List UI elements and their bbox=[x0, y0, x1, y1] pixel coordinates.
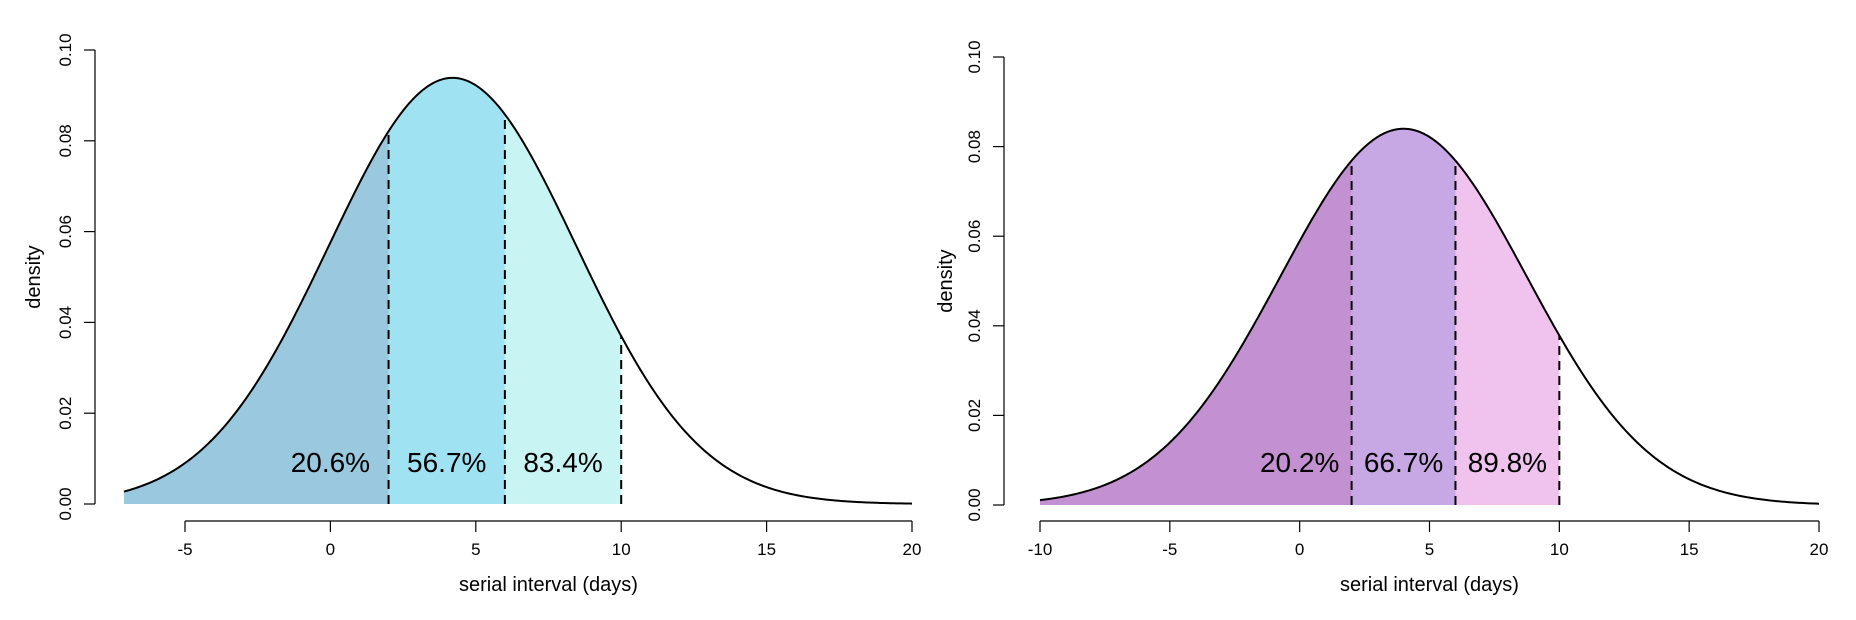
y-axis-title: density bbox=[23, 245, 45, 308]
x-tick-label-4: 5 bbox=[1425, 540, 1434, 559]
percent-label-3: 83.4% bbox=[523, 447, 602, 478]
y-tick-label-5: 0.08 bbox=[56, 124, 75, 157]
y-axis-title: density bbox=[935, 249, 957, 312]
x-tick-label-2: -5 bbox=[1162, 540, 1177, 559]
shaded-region-3 bbox=[504, 114, 622, 504]
chart-panel-2: 20.2% 66.7% 89.8% -10 -5 0 5 10 15 20 serial inter… bbox=[935, 40, 1828, 596]
shaded-region-2 bbox=[388, 77, 505, 504]
percent-label-1: 20.2% bbox=[1260, 447, 1339, 478]
chart-panel-1: 20.6% 56.7% 83.4% -5 0 5 10 15 20 serial interval… bbox=[23, 33, 921, 596]
x-axis-title: serial interval (days) bbox=[1340, 574, 1519, 596]
x-tick-label-6: 20 bbox=[903, 540, 922, 559]
x-tick-label-3: 0 bbox=[1295, 540, 1304, 559]
density-curve bbox=[1039, 127, 1820, 505]
y-tick-label-4: 0.06 bbox=[56, 215, 75, 248]
x-tick-label-6: 15 bbox=[1680, 540, 1699, 559]
y-tick-label-6: 0.10 bbox=[965, 40, 984, 73]
shaded-region-3 bbox=[1455, 160, 1560, 505]
x-axis-title: serial interval (days) bbox=[459, 574, 638, 596]
shaded-region-2 bbox=[1351, 128, 1456, 506]
y-tick-label-3: 0.04 bbox=[56, 306, 75, 339]
percent-label-1: 20.6% bbox=[291, 447, 370, 478]
percent-label-2: 66.7% bbox=[1364, 447, 1443, 478]
y-tick-label-1: 0.00 bbox=[56, 487, 75, 520]
x-tick-label-7: 20 bbox=[1810, 540, 1829, 559]
percent-label-2: 56.7% bbox=[407, 447, 486, 478]
x-tick-label-4: 10 bbox=[612, 540, 631, 559]
y-tick-label-4: 0.06 bbox=[965, 220, 984, 253]
x-tick-label-3: 5 bbox=[471, 540, 480, 559]
x-tick-label-2: 0 bbox=[326, 540, 335, 559]
y-tick-label-1: 0.00 bbox=[965, 488, 984, 521]
shaded-region-1 bbox=[123, 131, 389, 504]
y-tick-label-2: 0.02 bbox=[965, 399, 984, 432]
percent-label-3: 89.8% bbox=[1468, 447, 1547, 478]
x-tick-label-1: -5 bbox=[177, 540, 192, 559]
density-curve bbox=[123, 76, 913, 505]
y-tick-label-2: 0.02 bbox=[56, 397, 75, 430]
y-tick-label-6: 0.10 bbox=[56, 33, 75, 66]
shaded-region-1 bbox=[1040, 160, 1352, 505]
x-tick-label-1: -10 bbox=[1028, 540, 1053, 559]
x-tick-label-5: 15 bbox=[757, 540, 776, 559]
x-tick-label-5: 10 bbox=[1550, 540, 1569, 559]
y-tick-label-3: 0.04 bbox=[965, 309, 984, 342]
y-tick-label-5: 0.08 bbox=[965, 130, 984, 163]
